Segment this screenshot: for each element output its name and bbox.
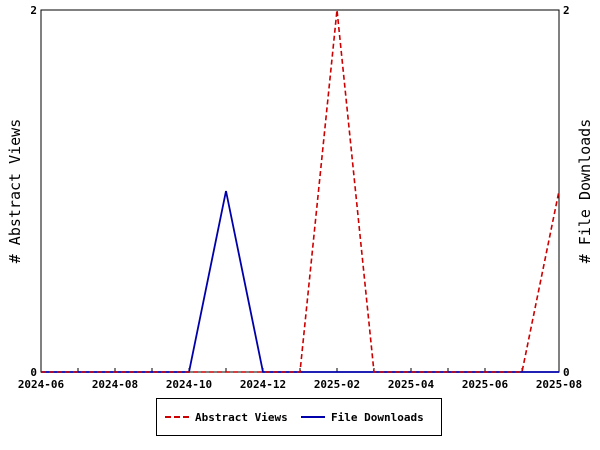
y-axis-title-left: # Abstract Views	[6, 119, 24, 264]
plot-area	[40, 9, 560, 373]
y-tick-label-left: 0	[30, 366, 37, 379]
x-tick-label: 2024-10	[166, 378, 212, 391]
x-tick-label: 2025-04	[388, 378, 435, 391]
x-axis: 2024-06 2024-08 2024-10 2024-12 2025-02 2025-…	[18, 368, 582, 391]
legend-item-abstract-views: Abstract Views	[165, 410, 288, 424]
legend-swatch-file-downloads	[301, 416, 325, 418]
series-line-abstract-views	[41, 9, 560, 373]
y-axis-title-right: # File Downloads	[576, 119, 594, 264]
x-tick-label: 2025-02	[314, 378, 360, 391]
y-tick-label-right: 0	[563, 366, 570, 379]
x-tick-label: 2024-06	[18, 378, 65, 391]
series-layer	[41, 9, 560, 373]
legend: Abstract Views File Downloads	[156, 398, 442, 436]
x-tick-label: 2024-12	[240, 378, 286, 391]
y-axis: 0 2 0 2	[30, 4, 569, 379]
legend-item-file-downloads: File Downloads	[301, 410, 424, 424]
x-tick-label: 2025-08	[536, 378, 582, 391]
y-tick-label-left: 2	[30, 4, 37, 17]
legend-label-file-downloads: File Downloads	[331, 410, 424, 424]
legend-label-abstract-views: Abstract Views	[195, 410, 288, 424]
x-tick-label: 2025-06	[462, 378, 509, 391]
legend-swatch-abstract-views	[165, 416, 189, 418]
y-tick-label-right: 2	[563, 4, 570, 17]
x-tick-label: 2024-08	[92, 378, 138, 391]
